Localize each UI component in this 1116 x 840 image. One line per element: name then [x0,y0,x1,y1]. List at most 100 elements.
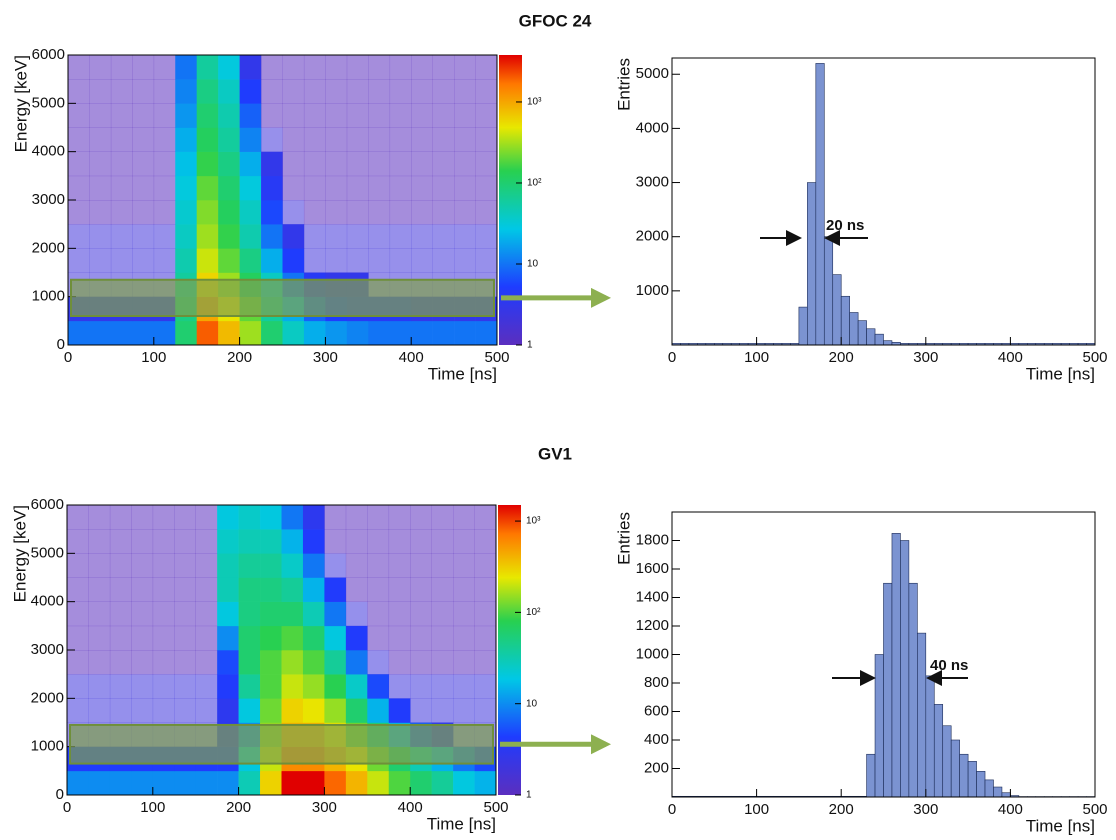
x-axis-title: Time [ns] [1026,816,1095,835]
colorbar-tick-label: 1 [526,790,532,801]
histogram-bar [984,779,994,798]
heatmap-cell [454,79,476,104]
heatmap-cell [261,320,283,346]
heatmap-cell [474,650,497,675]
heatmap-cell [260,625,282,651]
y-axis-title: Energy [keV] [11,55,30,152]
x-tick-label: 400 [399,349,424,366]
heatmap-cell [174,601,196,627]
heatmap-cell [132,55,155,80]
heatmap-cell [281,505,304,530]
heatmap-cell [410,770,432,796]
heatmap-cell [302,577,325,602]
heatmap-cell [131,601,154,627]
heatmap-cell [195,698,218,723]
heatmap-cell [475,175,498,201]
heatmap-cell [261,55,283,80]
heatmap-cell [260,770,282,796]
heatmap-cell [303,79,326,104]
colorbar-tick-label: 10 [526,698,538,709]
heatmap-cell [389,200,412,225]
heatmap-cell [68,175,90,201]
heatmap-cell [261,79,283,104]
panel-title: GFOC 24 [519,11,592,30]
histogram-bar [959,753,969,798]
y-tick-label: 6000 [31,496,64,513]
heatmap-cell [68,248,90,273]
heatmap-cell [260,553,282,578]
heatmap-cell [68,200,90,225]
heatmap-cell [153,151,176,177]
heatmap-cell [110,151,133,177]
heatmap-cell [388,529,411,554]
histogram-bar [857,320,867,346]
heatmap-cell [432,79,455,104]
heatmap-cell [218,175,240,201]
heatmap-cell [368,224,391,249]
heatmap-cell [324,674,347,699]
heatmap-cell [389,55,412,80]
heatmap-cell [239,175,262,201]
colorbar-tick-label: 10² [526,607,541,618]
heatmap-cell [282,103,305,128]
x-tick-label: 400 [998,349,1023,366]
heatmap-cell [89,103,112,128]
histogram-bar [933,704,944,798]
heatmap-cell [88,601,111,627]
heatmap-cell [410,674,432,699]
heatmap-cell [282,248,305,273]
heatmap-cell [281,601,304,627]
heatmap-cell [388,650,411,675]
heatmap-cell [238,674,261,699]
y-axis-title: Energy [keV] [10,505,29,602]
heatmap-cell [302,505,325,530]
heatmap-cell [431,505,454,530]
heatmap-cell [68,79,90,104]
heatmap-cell [431,698,454,723]
heatmap-cell [367,529,390,554]
y-axis-title: Entries [614,512,633,565]
heatmap-cell [238,505,261,530]
heatmap-cell [367,650,390,675]
heatmap-cell [238,529,261,554]
heatmap-cell [68,103,90,128]
heatmap-cell [260,601,282,627]
heatmap-cell [367,625,390,651]
heatmap-cell [261,175,283,201]
heatmap-cell [411,224,433,249]
heatmap-cell [152,529,175,554]
y-tick-label: 800 [644,674,669,691]
heatmap-cell [475,55,498,80]
heatmap-cell [239,248,262,273]
heatmap-cell [303,175,326,201]
heatmap-cell [239,151,262,177]
x-tick-label: 100 [141,349,166,366]
heatmap-cell [238,770,261,796]
heatmap-cell [345,674,368,699]
heatmap-cell [218,248,240,273]
heatmap-cell [431,674,454,699]
heatmap-cell [152,601,175,627]
heatmap-cell [411,248,433,273]
heatmap-cell [239,200,262,225]
x-tick-label: 200 [829,801,854,818]
heatmap-cell [174,553,196,578]
x-tick-label: 300 [313,349,338,366]
heatmap-cell [68,224,90,249]
heatmap-cell [196,200,219,225]
heatmap-cell [261,151,283,177]
heatmap-cell [281,553,304,578]
heatmap-cell [367,698,390,723]
heatmap-cell [217,529,239,554]
heatmap-cell [345,770,368,796]
histogram-bar [1001,792,1011,798]
heatmap-cell [196,224,219,249]
heatmap-cell [195,674,218,699]
heatmap-cell [132,103,155,128]
heatmap-cell [153,55,176,80]
heatmap-cell [346,320,369,346]
heatmap-cell [152,577,175,602]
heatmap-cell [474,577,497,602]
heatmap-cell [261,248,283,273]
heatmap-cell [110,103,133,128]
